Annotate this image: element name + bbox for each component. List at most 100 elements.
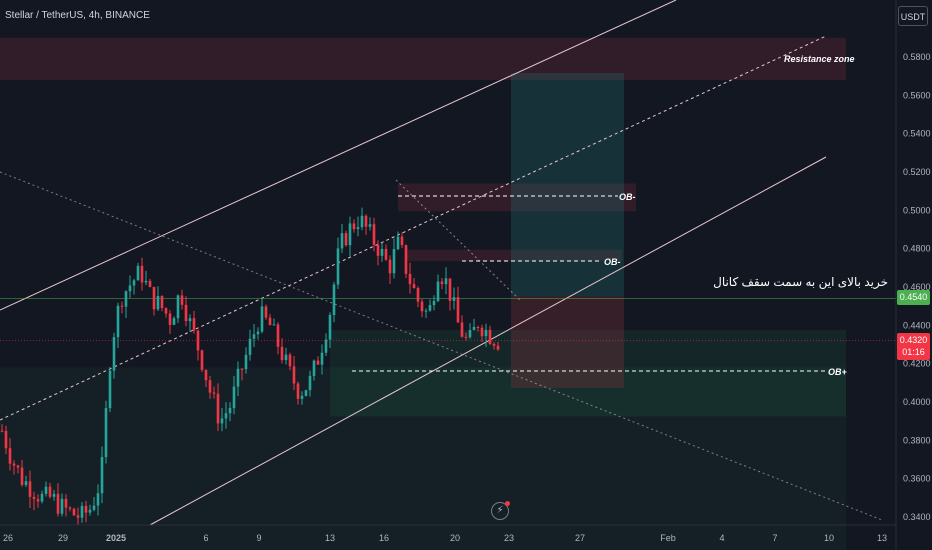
candle-body [40, 493, 44, 502]
candle-body [236, 368, 240, 387]
candle-body [44, 486, 48, 494]
candle-body [324, 339, 328, 353]
bar-countdown: 01:16 [902, 347, 925, 357]
candle-body [244, 354, 248, 370]
candle-body [52, 493, 56, 497]
ob-upper-label: OB- [619, 192, 636, 202]
candle-body [328, 314, 332, 340]
candle-body [272, 324, 276, 326]
alert-dot [505, 501, 510, 506]
candle-body [20, 467, 24, 485]
candle-body [152, 286, 156, 310]
time-tick-label: 13 [325, 533, 335, 543]
candle-body [240, 368, 244, 370]
candle-body [48, 486, 52, 497]
candle-body [100, 457, 104, 494]
time-tick-label: 4 [719, 533, 724, 543]
ob-middle-label: OB- [604, 257, 621, 267]
candle-body [336, 248, 340, 285]
candle-body [392, 249, 396, 274]
candle-body [484, 329, 488, 337]
candle-body [220, 418, 224, 424]
candle-body [448, 278, 452, 301]
candle-body [368, 224, 372, 227]
candle-body [300, 395, 304, 399]
zone-0 [0, 37, 846, 80]
candle-body [476, 326, 480, 328]
candle-body [280, 346, 284, 361]
candle-body [276, 324, 280, 347]
price-tick-label: 0.5200 [903, 167, 931, 177]
time-tick-label: 16 [379, 533, 389, 543]
channel-lower-line [149, 156, 827, 526]
candle-body [96, 493, 100, 506]
candle-body [16, 465, 20, 468]
candle-body [92, 505, 96, 510]
candle-body [172, 318, 176, 325]
symbol-title[interactable]: Stellar / TetherUS, 4h, BINANCE [5, 10, 150, 21]
price-tick-label: 0.4600 [903, 282, 931, 292]
candle-body [404, 245, 408, 274]
candle-body [76, 515, 80, 518]
candle-body [340, 233, 344, 249]
candle-body [396, 236, 400, 250]
time-tick-label: 9 [256, 533, 261, 543]
zone-1 [398, 183, 636, 212]
candle-body [252, 334, 256, 339]
candle-body [144, 280, 148, 283]
candle-body [384, 248, 388, 260]
candle-body [188, 318, 192, 322]
zone-2 [405, 249, 622, 262]
candle-body [424, 310, 428, 312]
candle-body [176, 295, 180, 319]
price-tick-label: 0.4400 [903, 320, 931, 330]
candle-body [80, 505, 84, 518]
currency-button[interactable]: USDT [898, 6, 928, 26]
persian-note: خرید بالای این به سمت سقف کانال [713, 275, 888, 289]
candle-body [200, 350, 204, 370]
time-tick-label: 26 [3, 533, 13, 543]
candle-body [192, 318, 196, 331]
candle-body [248, 338, 252, 355]
candle-body [212, 392, 216, 394]
time-tick-label: 29 [58, 533, 68, 543]
candle-body [0, 430, 4, 432]
candle-body [400, 236, 404, 246]
lightning-icon[interactable]: ⚡ [491, 501, 510, 520]
time-tick-label: 6 [203, 533, 208, 543]
falling-trendline [0, 171, 883, 521]
candle-body [84, 505, 88, 513]
price-tick-label: 0.3800 [903, 435, 931, 445]
candle-body [180, 295, 184, 305]
candle-body [60, 498, 64, 514]
candle-body [4, 430, 8, 449]
time-tick-label: 27 [575, 533, 585, 543]
candle-body [136, 265, 140, 281]
time-tick-label: 20 [450, 533, 460, 543]
candle-body [296, 383, 300, 399]
candle-body [168, 313, 172, 325]
time-tick-label: Feb [660, 533, 676, 543]
time-tick-label: 13 [877, 533, 887, 543]
candle-body [408, 273, 412, 285]
candle-body [492, 343, 496, 346]
candle-body [344, 233, 348, 246]
candle-body [288, 354, 292, 367]
candle-body [444, 278, 448, 285]
candle-body [88, 509, 92, 513]
candle-body [148, 280, 152, 287]
candle-body [216, 393, 220, 424]
candle-body [292, 366, 296, 384]
candle-body [452, 297, 456, 301]
demand-area [0, 367, 846, 550]
time-tick-label: 10 [824, 533, 834, 543]
candle-body [372, 224, 376, 245]
time-tick-label: 7 [772, 533, 777, 543]
candle-body [312, 360, 316, 376]
candle-body [356, 227, 360, 230]
candle-body [432, 300, 436, 306]
candle-body [112, 337, 116, 371]
candle-body [64, 498, 68, 508]
